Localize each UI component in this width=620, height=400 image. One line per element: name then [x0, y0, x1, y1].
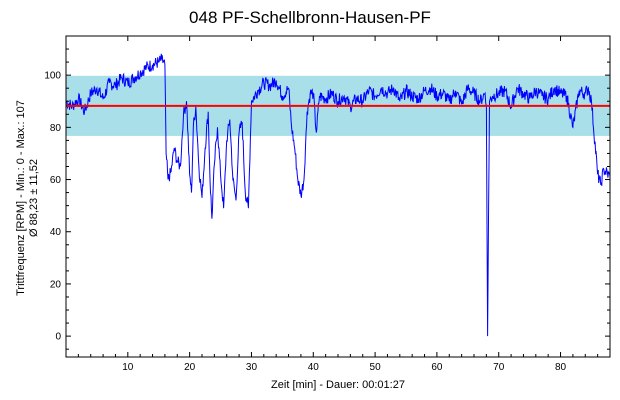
x-tick-label: 50	[370, 362, 382, 373]
x-tick-label: 60	[431, 362, 443, 373]
x-tick-label: 10	[122, 362, 134, 373]
y-tick-label: 0	[55, 332, 61, 343]
y-tick-label: 40	[50, 227, 62, 238]
x-tick-label: 70	[493, 362, 505, 373]
x-axis-label: Zeit [min] - Dauer: 00:01:27	[271, 379, 405, 391]
y-axis-label: Trittfrequenz [RPM] - Min.: 0 - Max.: 10…	[15, 100, 27, 296]
x-tick-label: 80	[555, 362, 567, 373]
y-axis-stats-label: Ø 88,23 ± 11,52	[28, 159, 40, 237]
y-tick-label: 60	[50, 175, 62, 186]
y-tick-label: 100	[44, 71, 61, 82]
cadence-series-line	[65, 53, 611, 337]
y-tick-label: 20	[50, 279, 62, 290]
x-tick-label: 40	[308, 362, 320, 373]
x-tick-label: 20	[184, 362, 196, 373]
plot-frame	[65, 35, 611, 358]
y-tick-label: 80	[50, 123, 62, 134]
x-tick-label: 30	[246, 362, 258, 373]
chart-title: 048 PF-Schellbronn-Hausen-PF	[189, 8, 431, 27]
